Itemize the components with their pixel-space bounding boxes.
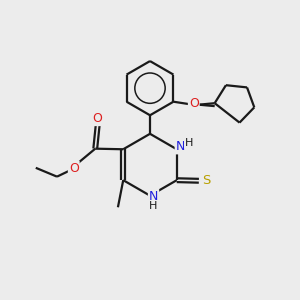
Text: O: O bbox=[69, 162, 79, 175]
Text: N: N bbox=[176, 140, 185, 153]
Text: N: N bbox=[149, 190, 158, 203]
Text: O: O bbox=[189, 97, 199, 110]
Text: O: O bbox=[93, 112, 103, 125]
Text: H: H bbox=[185, 138, 193, 148]
Text: S: S bbox=[202, 174, 210, 187]
Text: H: H bbox=[149, 201, 158, 211]
